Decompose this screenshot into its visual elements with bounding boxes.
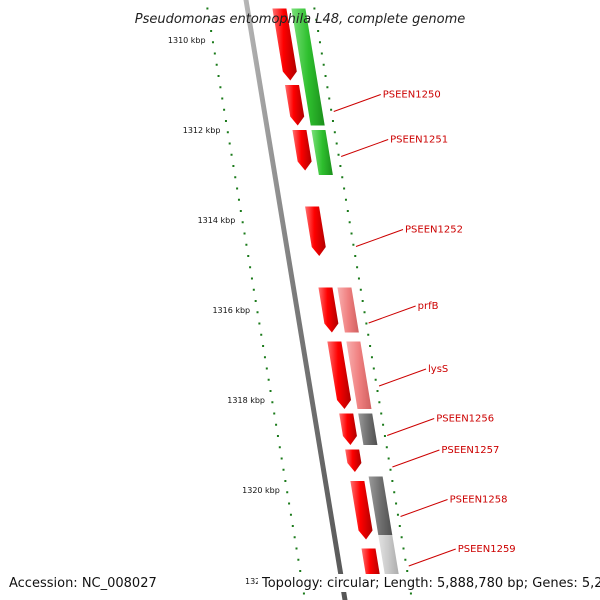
gene-label[interactable]: PSEEN1256: [436, 414, 494, 425]
cds-feature-track2[interactable]: [311, 130, 333, 175]
gene-leader-line: [368, 305, 416, 324]
gene-label[interactable]: PSEEN1252: [405, 225, 463, 236]
gene-label[interactable]: PSEEN1259: [458, 544, 516, 555]
tick-label: 1314 kbp: [198, 216, 236, 225]
tick-label: 1320 kbp: [242, 486, 280, 495]
gene-labels: PSEEN1250 PSEEN1251 PSEEN1252 prfB lysS PSEEN…: [333, 90, 516, 567]
gene-leader-line: [392, 449, 440, 468]
tick-label: 1318 kbp: [227, 396, 265, 405]
cds-feature-track2[interactable]: [346, 341, 372, 410]
cds-feature[interactable]: [305, 206, 326, 257]
gene-leader-line: [408, 548, 456, 567]
cds-feature[interactable]: [318, 287, 339, 333]
tick-label: 1310 kbp: [168, 36, 206, 45]
topology-text: Topology: circular; Length: 5,888,780 bp…: [261, 576, 600, 591]
cds-feature-track2[interactable]: [378, 535, 400, 580]
gene-leader-line: [333, 94, 381, 112]
footer-backdrop: [258, 574, 595, 592]
genome-backbone: [243, 0, 348, 600]
gene-leader-line: [355, 229, 404, 247]
gene-label[interactable]: lysS: [428, 364, 448, 375]
cds-feature-track2[interactable]: [368, 476, 393, 536]
gene-label[interactable]: prfB: [418, 301, 439, 312]
gene-label[interactable]: PSEEN1258: [450, 495, 508, 506]
gene-leader-line: [387, 418, 435, 436]
cds-feature[interactable]: [285, 85, 305, 126]
cds-feature-track2[interactable]: [291, 8, 325, 126]
cds-feature[interactable]: [272, 8, 297, 81]
ruler-ticks: 1310 kbp 1312 kbp 1314 kbp 1316 kbp 1318 kbp…: [168, 7, 412, 595]
cds-feature[interactable]: [345, 449, 362, 473]
partial-tick-label: 132: [245, 577, 260, 586]
gene-label[interactable]: PSEEN1251: [390, 135, 448, 146]
cds-feature-track2[interactable]: [337, 287, 359, 333]
cds-feature-track2[interactable]: [358, 413, 378, 446]
tick-label: 1316 kbp: [212, 306, 250, 315]
map-title: Pseudomonas entomophila L48, complete ge…: [135, 12, 466, 27]
feature-tracks: [272, 8, 400, 589]
gene-label[interactable]: PSEEN1257: [441, 445, 499, 456]
accession-text: Accession: NC_008027: [9, 576, 157, 591]
cds-feature[interactable]: [292, 130, 312, 171]
gene-leader-line: [340, 139, 389, 157]
gene-leader-line: [378, 368, 427, 387]
cds-feature[interactable]: [327, 341, 351, 410]
tick-label: 1312 kbp: [183, 126, 221, 135]
gene-label[interactable]: PSEEN1250: [383, 90, 441, 101]
cds-feature[interactable]: [350, 481, 373, 540]
gene-leader-line: [400, 499, 448, 517]
cds-feature[interactable]: [339, 413, 357, 446]
